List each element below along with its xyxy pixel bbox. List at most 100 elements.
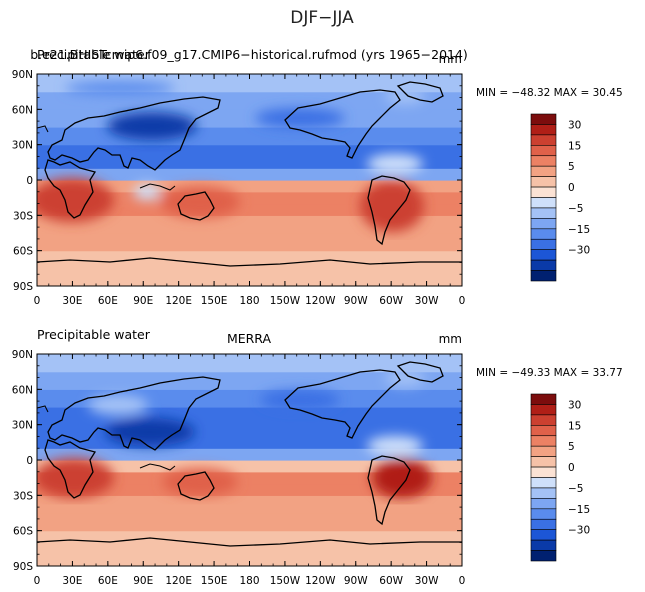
x-tick-label: 180 <box>239 575 259 587</box>
panel-left-title: Precipitable water <box>37 327 151 342</box>
panel-units: mm <box>439 52 462 66</box>
colorbar-swatch <box>530 165 557 177</box>
y-tick-label: 90N <box>12 349 33 361</box>
zonal-band <box>37 513 462 532</box>
axis-ticks: 0 30E 60E 90E 120E 150E 180 150W 120W 90W 60W 30W 09… <box>12 69 466 307</box>
colorbar-swatch <box>530 487 557 499</box>
zonal-band <box>37 156 462 169</box>
colorbar: 30 15 5 0 −5 −15 −30 <box>530 113 590 282</box>
colorbar-swatch <box>530 145 557 157</box>
y-tick-label: 60N <box>12 104 33 116</box>
y-tick-label: 0 <box>26 455 33 467</box>
x-tick-label: 90W <box>344 575 368 587</box>
colorbar-label: 15 <box>568 140 581 152</box>
zonal-band <box>37 109 462 128</box>
panel-model: 0 30E 60E 90E 120E 150E 180 150W 120W 90W 60W 30W 09… <box>12 47 623 307</box>
colorbar-swatch <box>530 228 557 240</box>
y-tick-label: 60S <box>13 526 33 538</box>
x-tick-label: 90W <box>344 295 368 307</box>
colorbar-swatch <box>530 498 557 510</box>
zonal-band <box>37 91 462 110</box>
colorbar-swatch <box>530 259 557 271</box>
colorbar-swatch <box>530 445 557 457</box>
zonal-band <box>37 483 462 496</box>
x-tick-label: 120E <box>165 575 192 587</box>
x-tick-label: 90E <box>133 295 153 307</box>
x-tick-label: 0 <box>34 295 41 307</box>
panel-center-title: b.e21.BHISTcmip6.f09_g17.CMIP6−historica… <box>30 47 468 62</box>
colorbar-swatch <box>530 176 557 188</box>
zonal-band <box>37 233 462 252</box>
colorbar-swatch <box>530 113 557 125</box>
zonal-band <box>37 127 462 146</box>
y-tick-label: 30S <box>13 490 33 502</box>
y-tick-label: 30N <box>12 140 33 152</box>
x-tick-label: 0 <box>34 575 41 587</box>
colorbar-swatch <box>530 518 557 530</box>
colorbar-swatch <box>530 425 557 437</box>
x-tick-label: 150E <box>201 575 228 587</box>
zonal-band <box>37 371 462 390</box>
colorbar-label: −5 <box>568 483 583 495</box>
colorbar-swatch <box>530 508 557 520</box>
colorbar-swatch <box>530 186 557 198</box>
coastlines <box>37 81 462 267</box>
colorbar-label: −30 <box>568 525 590 537</box>
y-tick-label: 90S <box>13 281 33 293</box>
colorbar-swatch <box>530 466 557 478</box>
panel-center-title: MERRA <box>227 331 272 346</box>
colorbar-swatch <box>530 270 557 282</box>
x-tick-label: 150W <box>270 295 301 307</box>
colorbar-label: 5 <box>568 441 575 453</box>
colorbar-swatch <box>530 477 557 489</box>
x-tick-label: 120W <box>305 295 336 307</box>
colorbar-swatch <box>530 238 557 250</box>
x-tick-label: 0 <box>459 295 466 307</box>
x-tick-label: 60W <box>379 295 403 307</box>
colorbar-swatch <box>530 197 557 209</box>
panel-stats: MIN = −48.32 MAX = 30.45 <box>476 87 623 99</box>
y-tick-label: 90S <box>13 561 33 573</box>
colorbar-swatch <box>530 404 557 416</box>
regional-anomalies <box>37 81 425 232</box>
colorbar-swatch <box>530 249 557 261</box>
colorbar-swatch <box>530 539 557 551</box>
zonal-band <box>37 471 462 485</box>
x-tick-label: 60E <box>98 575 118 587</box>
zonal-band <box>37 424 462 438</box>
colorbar-label: −5 <box>568 203 583 215</box>
zonal-band <box>37 168 462 181</box>
colorbar-swatch <box>530 134 557 146</box>
zonal-band <box>37 203 462 216</box>
colorbar-swatch <box>530 550 557 562</box>
colorbar-swatch <box>530 529 557 541</box>
x-tick-label: 90E <box>133 575 153 587</box>
x-tick-label: 120W <box>305 575 336 587</box>
x-tick-label: 180 <box>239 295 259 307</box>
colorbar-swatch <box>530 456 557 468</box>
x-tick-label: 120E <box>165 295 192 307</box>
colorbar-label: 0 <box>568 182 575 194</box>
y-tick-label: 30N <box>12 420 33 432</box>
x-tick-label: 60E <box>98 295 118 307</box>
coastlines <box>37 361 462 547</box>
x-tick-label: 30W <box>415 295 439 307</box>
colorbar-swatch <box>530 414 557 426</box>
y-tick-label: 30S <box>13 210 33 222</box>
y-tick-label: 0 <box>26 175 33 187</box>
y-tick-label: 60N <box>12 384 33 396</box>
zonal-band <box>37 215 462 234</box>
colorbar: 30 15 5 0 −5 −15 −30 <box>530 393 590 562</box>
zonal-band <box>37 495 462 514</box>
regional-anomalies <box>37 370 432 498</box>
x-tick-label: 150E <box>201 295 228 307</box>
colorbar-swatch <box>530 435 557 447</box>
x-tick-label: 30W <box>415 575 439 587</box>
zonal-band <box>37 144 462 158</box>
colorbar-label: 30 <box>568 119 581 131</box>
colorbar-swatch <box>530 155 557 167</box>
panel-units: mm <box>439 332 462 346</box>
colorbar-label: −15 <box>568 504 590 516</box>
colorbar-swatch <box>530 207 557 219</box>
